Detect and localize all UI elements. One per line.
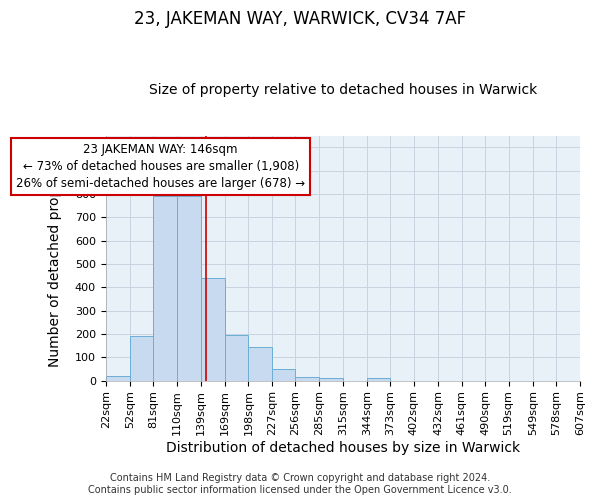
- Bar: [177, 196, 200, 380]
- Bar: [130, 336, 154, 380]
- Y-axis label: Number of detached properties: Number of detached properties: [49, 149, 62, 368]
- Bar: [200, 278, 225, 380]
- Bar: [106, 376, 130, 380]
- Bar: [367, 378, 390, 380]
- Title: Size of property relative to detached houses in Warwick: Size of property relative to detached ho…: [149, 83, 537, 97]
- Bar: [272, 369, 295, 380]
- Text: 23, JAKEMAN WAY, WARWICK, CV34 7AF: 23, JAKEMAN WAY, WARWICK, CV34 7AF: [134, 10, 466, 28]
- Bar: [154, 196, 177, 380]
- Bar: [295, 377, 319, 380]
- Bar: [319, 378, 343, 380]
- Text: 23 JAKEMAN WAY: 146sqm
← 73% of detached houses are smaller (1,908)
26% of semi-: 23 JAKEMAN WAY: 146sqm ← 73% of detached…: [16, 143, 305, 190]
- Bar: [225, 335, 248, 380]
- Bar: [248, 347, 272, 380]
- X-axis label: Distribution of detached houses by size in Warwick: Distribution of detached houses by size …: [166, 441, 520, 455]
- Text: Contains HM Land Registry data © Crown copyright and database right 2024.
Contai: Contains HM Land Registry data © Crown c…: [88, 474, 512, 495]
